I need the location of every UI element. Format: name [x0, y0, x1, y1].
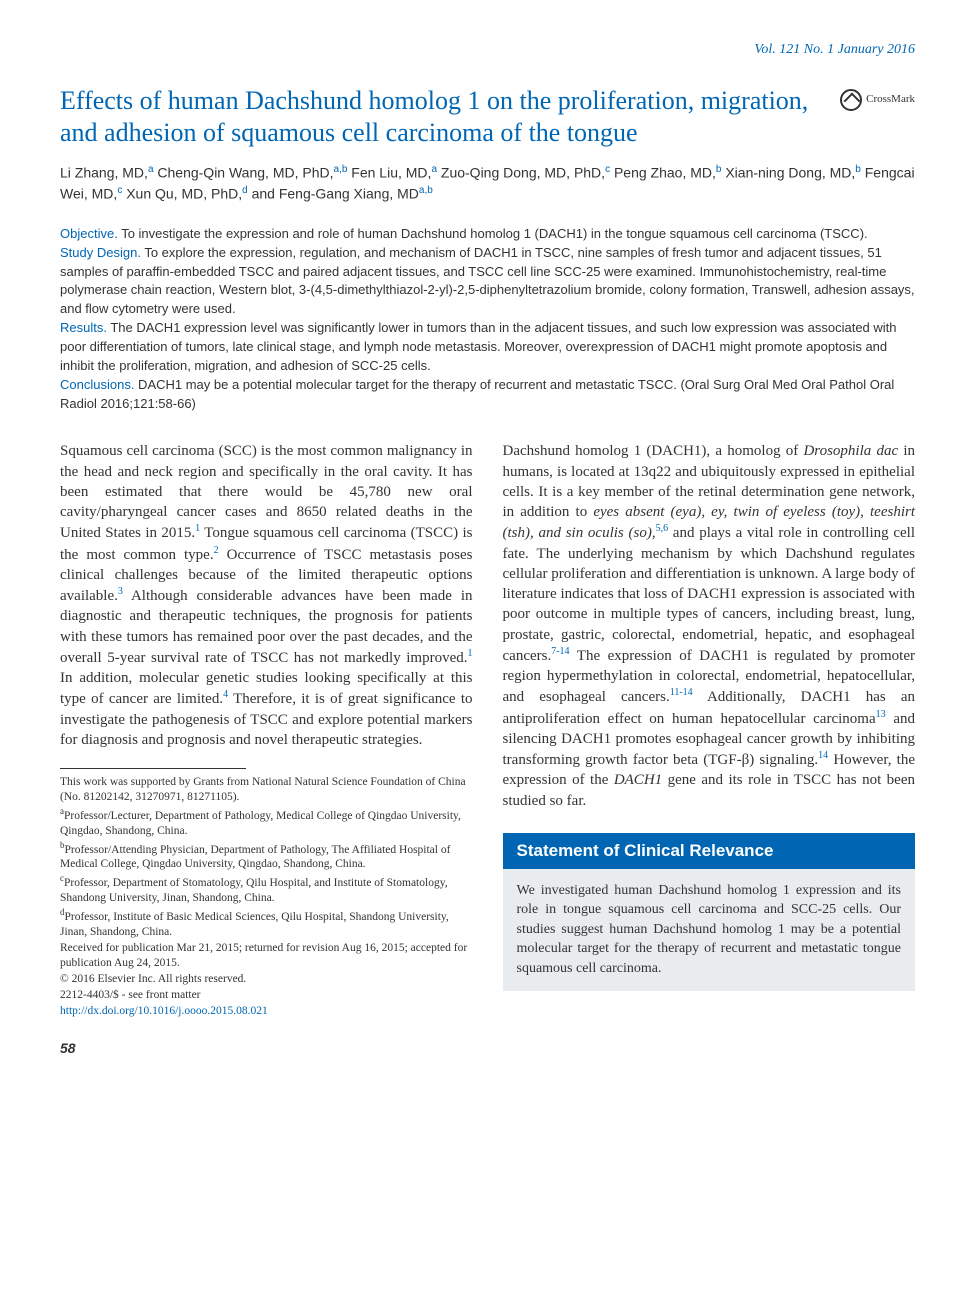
abstract-objective-text: To investigate the expression and role o… [118, 226, 868, 241]
crossmark-badge[interactable]: CrossMark [840, 89, 915, 111]
body-paragraph-right: Dachshund homolog 1 (DACH1), a homolog o… [503, 441, 916, 811]
crossmark-icon [840, 89, 862, 111]
abstract-design-label: Study Design. [60, 245, 141, 260]
abstract-results-text: The DACH1 expression level was significa… [60, 320, 897, 373]
article-title: Effects of human Dachshund homolog 1 on … [60, 85, 830, 150]
footnote-copyright: © 2016 Elsevier Inc. All rights reserved… [60, 972, 473, 987]
abstract-conclusions-text: DACH1 may be a potential molecular targe… [60, 377, 894, 411]
doi-link[interactable]: http://dx.doi.org/10.1016/j.oooo.2015.08… [60, 1004, 473, 1019]
abstract-design: Study Design. To explore the expression,… [60, 244, 915, 319]
title-row: Effects of human Dachshund homolog 1 on … [60, 85, 915, 150]
abstract-objective: Objective. To investigate the expression… [60, 225, 915, 244]
page-number: 58 [60, 1039, 915, 1059]
footnote-issn: 2212-4403/$ - see front matter [60, 988, 473, 1003]
footnote-divider [60, 768, 246, 769]
clinical-relevance-box: Statement of Clinical Relevance We inves… [503, 833, 916, 991]
body-paragraph-left: Squamous cell carcinoma (SCC) is the mos… [60, 441, 473, 750]
footnote-received: Received for publication Mar 21, 2015; r… [60, 941, 473, 971]
footnote-affil-d: dProfessor, Institute of Basic Medical S… [60, 907, 473, 940]
crossmark-label: CrossMark [866, 92, 915, 107]
footnote-affil-b: bProfessor/Attending Physician, Departme… [60, 840, 473, 873]
journal-issue-header: Vol. 121 No. 1 January 2016 [60, 40, 915, 60]
left-column: Squamous cell carcinoma (SCC) is the mos… [60, 441, 473, 1019]
abstract-results-label: Results. [60, 320, 107, 335]
footnote-funding: This work was supported by Grants from N… [60, 775, 473, 805]
abstract-conclusions: Conclusions. DACH1 may be a potential mo… [60, 376, 915, 414]
footnote-affil-c: cProfessor, Department of Stomatology, Q… [60, 873, 473, 906]
abstract-block: Objective. To investigate the expression… [60, 225, 915, 413]
footnotes-block: This work was supported by Grants from N… [60, 775, 473, 1018]
abstract-design-text: To explore the expression, regulation, a… [60, 245, 915, 317]
right-column: Dachshund homolog 1 (DACH1), a homolog o… [503, 441, 916, 1019]
body-columns: Squamous cell carcinoma (SCC) is the mos… [60, 441, 915, 1019]
clinical-relevance-body: We investigated human Dachshund homolog … [503, 869, 916, 991]
abstract-results: Results. The DACH1 expression level was … [60, 319, 915, 376]
abstract-conclusions-label: Conclusions. [60, 377, 134, 392]
author-list: Li Zhang, MD,a Cheng-Qin Wang, MD, PhD,a… [60, 162, 915, 205]
footnote-affil-a: aProfessor/Lecturer, Department of Patho… [60, 806, 473, 839]
clinical-relevance-header: Statement of Clinical Relevance [503, 833, 916, 869]
abstract-objective-label: Objective. [60, 226, 118, 241]
